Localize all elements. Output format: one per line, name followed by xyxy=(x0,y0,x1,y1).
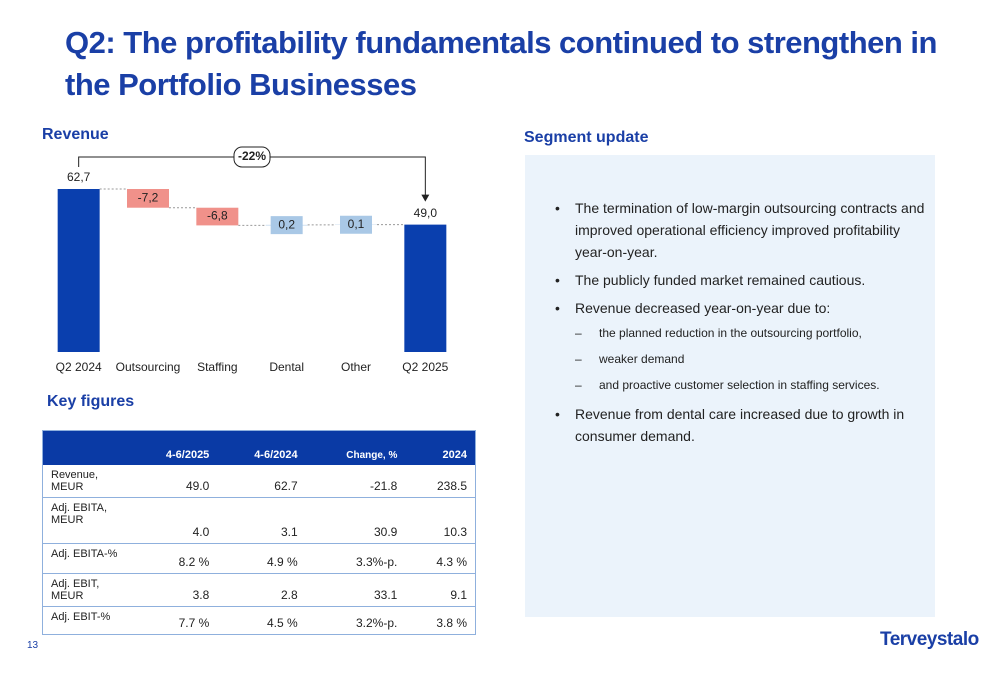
page-number: 13 xyxy=(27,640,39,651)
row-label: Adj. EBITA-% xyxy=(42,543,129,574)
bullet: Revenue decreased year-on-year due to: th… xyxy=(555,297,927,393)
table-row: Adj. EBITA, MEUR 4.0 3.1 30.9 10.3 xyxy=(42,497,476,544)
row-label: Adj. EBITA, MEUR xyxy=(42,497,129,544)
waterfall-chart: Q2 2024 62,7 Outsourcing -7,2 Staffing -6,8 De… xyxy=(56,146,449,374)
chart-title: Revenue xyxy=(42,126,109,143)
bullet: Revenue from dental care increased due t… xyxy=(555,403,927,447)
bar xyxy=(57,189,100,352)
label-box xyxy=(270,216,303,235)
value-cell: 4.5 % xyxy=(217,606,306,635)
header-row: 4-6/2025 4-6/2024 Change, % 2024 xyxy=(42,430,476,465)
sub-bullet: weaker demand xyxy=(575,351,927,367)
value-cell: 4.0 xyxy=(129,497,218,544)
bullet: The termination of low-margin outsourcin… xyxy=(555,197,927,263)
row-label: Revenue, MEUR xyxy=(42,465,129,498)
x-tick-label: Other xyxy=(341,360,371,374)
value-cell: 7.7 % xyxy=(129,606,218,635)
data-label: -7,2 xyxy=(138,191,159,205)
value-cell: 3.1 xyxy=(217,497,306,544)
x-tick-label: Q2 2024 xyxy=(56,360,102,374)
label-box xyxy=(340,215,372,234)
value-cell: 8.2 % xyxy=(129,543,218,574)
segment-panel: The termination of low-margin outsourcin… xyxy=(525,155,935,617)
sub-bullet: the planned reduction in the outsourcing… xyxy=(575,325,927,341)
bar xyxy=(127,189,169,208)
logo: Terveystalo xyxy=(880,629,979,650)
value-cell: 2.8 xyxy=(217,573,306,607)
table-title: Key figures xyxy=(47,393,135,410)
table-row: Adj. EBIT, MEUR 3.8 2.8 33.1 9.1 xyxy=(42,573,476,607)
key-figures-table: 4-6/2025 4-6/2024 Change, % 2024 Revenue, ME… xyxy=(42,430,476,635)
value-cell: 49.0 xyxy=(129,465,218,498)
value-cell: 9.1 xyxy=(405,573,476,607)
table-row: Adj. EBITA-% 8.2 % 4.9 % 3.3%-p. 4.3 % xyxy=(42,543,476,574)
data-label: 0,1 xyxy=(348,217,365,231)
value-cell: 33.1 xyxy=(305,573,406,607)
bullet-text: The publicly funded market remained caut… xyxy=(575,272,866,288)
value-cell: -21.8 xyxy=(305,465,406,498)
x-tick-label: Q2 2025 xyxy=(402,360,448,374)
bullet-list: The termination of low-margin outsourcin… xyxy=(555,197,927,453)
value-cell: 3.8 xyxy=(129,573,218,607)
header-cell xyxy=(42,430,129,465)
header-cell: 4-6/2025 xyxy=(129,430,218,465)
value-cell: 4.9 % xyxy=(217,543,306,574)
x-tick-label: Outsourcing xyxy=(116,360,181,374)
bullet-text: The termination of low-margin outsourcin… xyxy=(575,200,925,260)
segment-title: Segment update xyxy=(524,129,649,146)
arrow-head xyxy=(421,194,430,202)
x-tick-label: Staffing xyxy=(197,360,237,374)
value-cell: 4.3 % xyxy=(405,543,476,574)
sub-list: the planned reduction in the outsourcing… xyxy=(575,325,927,393)
value-cell: 30.9 xyxy=(305,497,406,544)
annotation-box xyxy=(233,146,271,168)
bullet: The publicly funded market remained caut… xyxy=(555,269,927,291)
bar xyxy=(404,224,447,352)
header-cell: 4-6/2024 xyxy=(217,430,306,465)
x-tick-label: Dental xyxy=(269,360,304,374)
bar xyxy=(196,207,239,226)
data-label: 49,0 xyxy=(414,206,438,220)
value-cell: 62.7 xyxy=(217,465,306,498)
row-label: Adj. EBIT-% xyxy=(42,606,129,635)
header-cell: 2024 xyxy=(405,430,476,465)
value-cell: 10.3 xyxy=(405,497,476,544)
data-label: -6,8 xyxy=(207,209,228,223)
annotation: -22% xyxy=(238,149,266,163)
table-row: Revenue, MEUR 49.0 62.7 -21.8 238.5 xyxy=(42,465,476,498)
slide-title: Q2: The profitability fundamentals conti… xyxy=(65,25,937,102)
table-row: Adj. EBIT-% 7.7 % 4.5 % 3.2%-p. 3.8 % xyxy=(42,606,476,635)
value-cell: 3.3%-p. xyxy=(305,543,406,574)
data-label: 62,7 xyxy=(67,170,91,184)
row-label: Adj. EBIT, MEUR xyxy=(42,573,129,607)
value-cell: 238.5 xyxy=(405,465,476,498)
bullet-text: Revenue from dental care increased due t… xyxy=(575,406,905,444)
bullet-text: Revenue decreased year-on-year due to: xyxy=(575,300,831,316)
value-cell: 3.8 % xyxy=(405,606,476,635)
data-label: 0,2 xyxy=(278,217,295,231)
header-cell: Change, % xyxy=(305,430,406,465)
sub-bullet: and proactive customer selection in staf… xyxy=(575,377,927,393)
value-cell: 3.2%-p. xyxy=(305,606,406,635)
